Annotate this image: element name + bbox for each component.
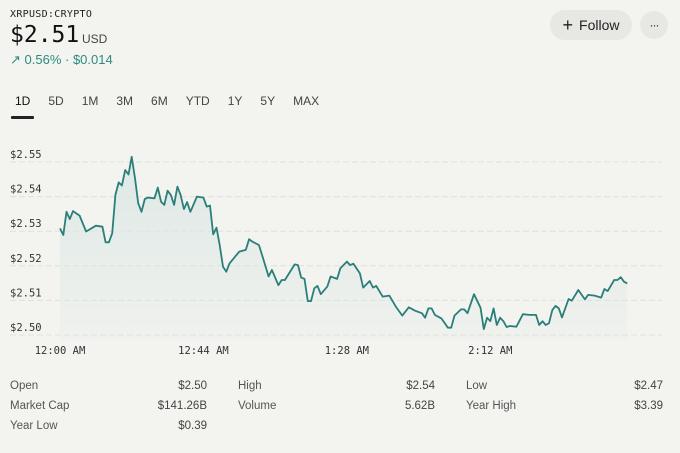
- stat-market-cap: Market Cap $141.26B: [10, 400, 207, 412]
- stat-value: 5.62B: [404, 400, 435, 412]
- y-tick-label: $2.52: [10, 253, 42, 265]
- tab-range-1d[interactable]: 1D: [6, 94, 39, 120]
- more-options-button[interactable]: ···: [640, 11, 668, 39]
- stat-gap: [207, 380, 238, 392]
- more-icon: ···: [649, 18, 660, 32]
- price-change: ↗ 0.56% · $0.014: [10, 52, 113, 68]
- stat-value: $2.47: [634, 380, 663, 392]
- stat-value: $3.39: [634, 400, 663, 412]
- tab-range-1m[interactable]: 1M: [81, 94, 99, 108]
- stat-gap: [207, 400, 238, 412]
- y-tick-label: $2.54: [10, 184, 42, 196]
- stat-year-high: Year High $3.39: [466, 400, 663, 412]
- stat-open: Open $2.50: [10, 380, 207, 392]
- price-line: [59, 155, 628, 330]
- stat-label: Year High: [466, 400, 517, 412]
- stat-label: Volume: [238, 400, 277, 412]
- stat-label: High: [238, 380, 262, 392]
- stat-value: $2.50: [178, 380, 207, 392]
- price-area: [60, 156, 628, 340]
- x-tick-label: 12:44 AM: [178, 345, 229, 357]
- stat-year-low: Year Low $0.39: [10, 420, 207, 432]
- stat-volume: Volume 5.62B: [238, 400, 435, 412]
- stat-label: Year Low: [10, 420, 58, 432]
- stat-value: $0.39: [178, 420, 207, 432]
- key-stats: Open $2.50 High $2.54 Low $2.47 Market Cap $141…: [10, 380, 664, 432]
- stat-value: $141.26B: [157, 400, 207, 412]
- x-tick-label: 12:00 AM: [35, 345, 86, 357]
- stat-gap: [435, 380, 466, 392]
- tab-range-max[interactable]: MAX: [293, 94, 320, 108]
- stat-label: Low: [466, 380, 488, 392]
- current-price: $2.51: [10, 22, 80, 48]
- x-tick-label: 1:28 AM: [325, 345, 369, 357]
- x-tick-label: 2:12 AM: [468, 345, 512, 357]
- y-tick-label: $2.50: [10, 322, 42, 334]
- tab-range-6m[interactable]: 6M: [151, 94, 168, 108]
- stat-high: High $2.54: [238, 380, 435, 392]
- tab-range-3m[interactable]: 3M: [116, 94, 134, 108]
- stat-label: Market Cap: [10, 400, 70, 412]
- follow-label: Follow: [579, 17, 620, 33]
- tab-range-1y[interactable]: 1Y: [227, 94, 243, 108]
- arrow-up-right-icon: ↗: [10, 52, 21, 67]
- currency-label: USD: [82, 32, 108, 46]
- ticker-symbol: XRPUSD:CRYPTO: [10, 9, 93, 20]
- y-tick-label: $2.55: [10, 149, 42, 161]
- time-range-tabs: 1D 5D 1M 3M 6M YTD 1Y 5Y MAX: [6, 94, 328, 120]
- tab-range-ytd[interactable]: YTD: [185, 94, 210, 108]
- stat-low: Low $2.47: [466, 380, 663, 392]
- tab-range-5d[interactable]: 5D: [48, 94, 64, 108]
- y-tick-label: $2.51: [10, 287, 42, 299]
- stat-label: Open: [10, 380, 39, 392]
- plus-icon: +: [562, 15, 574, 35]
- price-chart[interactable]: $2.55 $2.54 $2.53 $2.52 $2.51 $2.50 12:00 AM 12…: [0, 140, 680, 365]
- y-tick-label: $2.53: [10, 218, 42, 230]
- price-change-text: 0.56% · $0.014: [24, 52, 113, 67]
- tab-range-5y[interactable]: 5Y: [260, 94, 276, 108]
- stat-gap: [435, 400, 466, 412]
- stat-value: $2.54: [406, 380, 435, 392]
- follow-button[interactable]: + Follow: [550, 10, 632, 40]
